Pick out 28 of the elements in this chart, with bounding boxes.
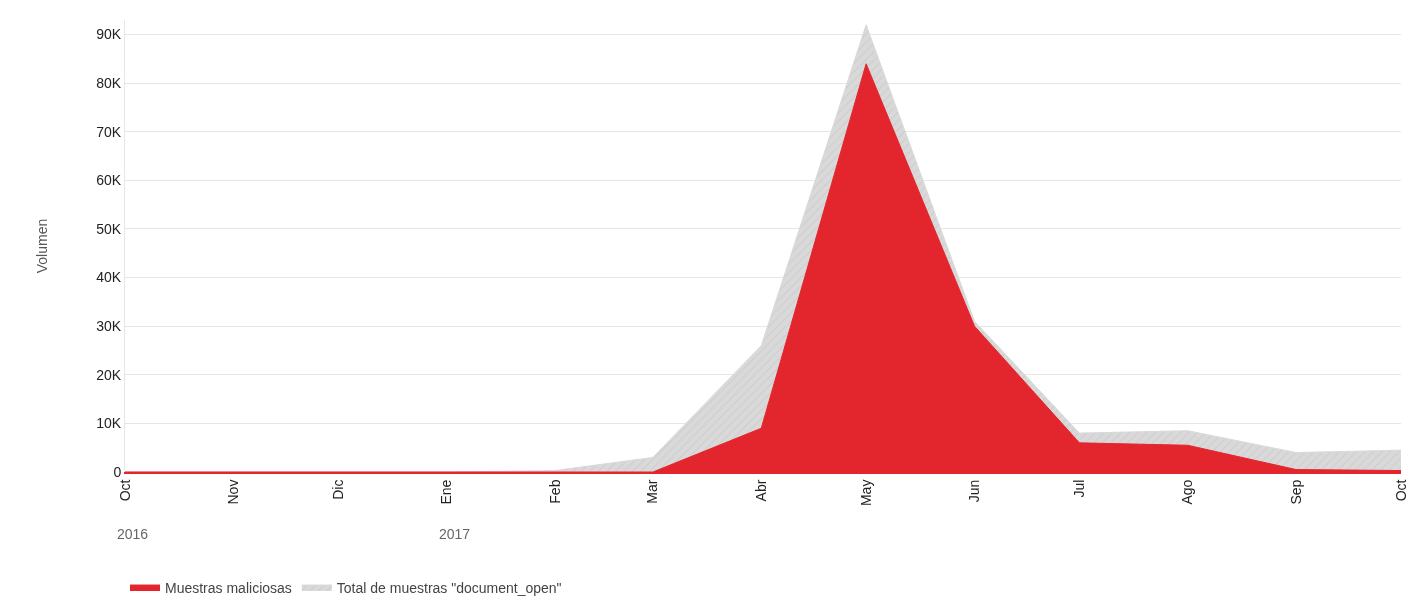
x-tick-label: Dic	[329, 479, 346, 500]
legend-label: Total de muestras "document_open"	[336, 579, 562, 596]
text: 2017	[439, 526, 471, 542]
y-tick-label: 30K	[96, 318, 122, 335]
y-tick-label: 10K	[96, 415, 122, 432]
y-tick-label: 60K	[96, 172, 122, 189]
text: 2016	[117, 526, 149, 542]
y-tick-label: 40K	[96, 269, 122, 286]
x-tick-label: Oct	[116, 479, 133, 502]
legend-label: Muestras maliciosas	[165, 579, 292, 596]
y-tick-label: 0	[113, 463, 122, 480]
x-tick-label: Oct	[1392, 479, 1409, 502]
y-tick-label: 50K	[96, 220, 122, 237]
x-tick-label: Feb	[546, 479, 563, 504]
x-tick-label: Ene	[438, 479, 455, 505]
x-tick-label: Jun	[966, 479, 983, 503]
x-tick-label: Abr	[752, 479, 769, 502]
x-tick-label: May	[857, 479, 874, 507]
y-tick-label: 20K	[96, 366, 122, 383]
x-tick-label: Mar	[644, 479, 661, 504]
y-axis-title: Volumen	[33, 218, 50, 274]
x-tick-label: Ago	[1179, 479, 1196, 505]
x-tick-label: Nov	[224, 479, 241, 505]
x-tick-label: Jul	[1070, 479, 1087, 498]
y-tick-label: 90K	[96, 26, 122, 43]
x-tick-label: Sep	[1287, 479, 1304, 505]
y-tick-label: 80K	[96, 75, 122, 92]
y-tick-label: 70K	[96, 123, 122, 140]
